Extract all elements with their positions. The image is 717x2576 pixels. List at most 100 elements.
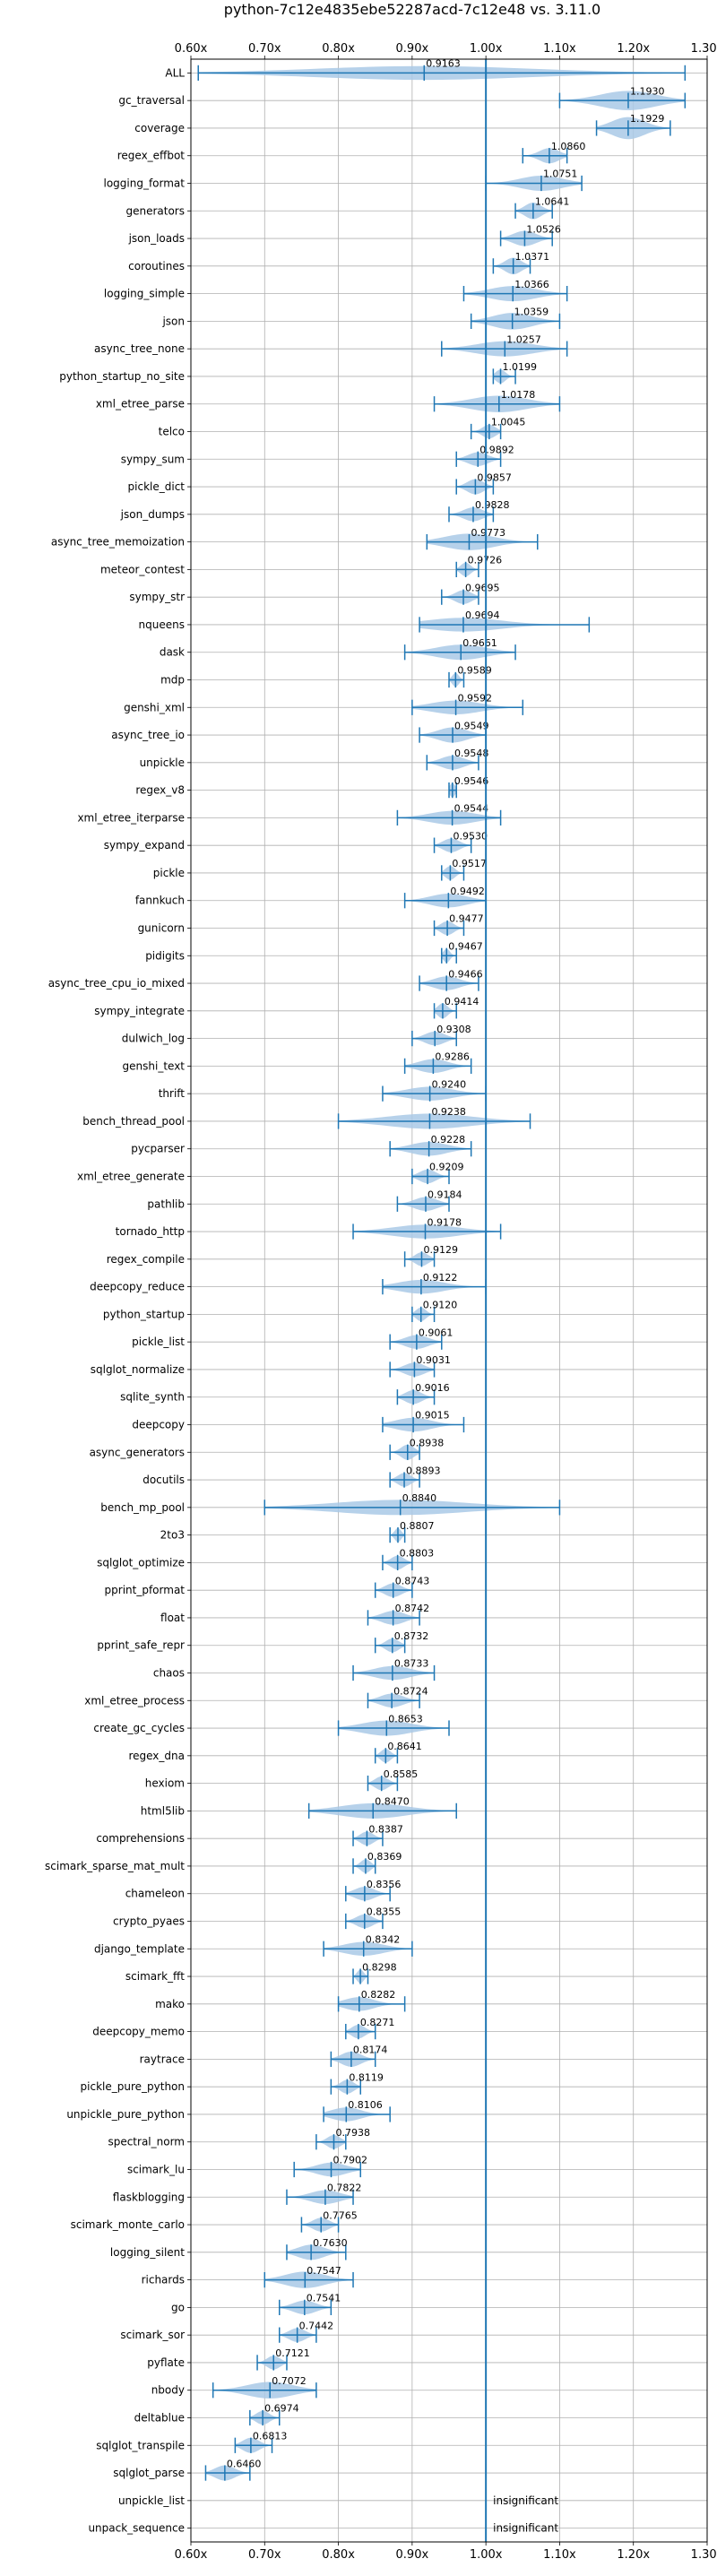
median-label: 1.0641 [535, 196, 570, 208]
y-tick-label: pyflate [147, 2356, 185, 2369]
y-tick-label: create_gc_cycles [93, 1722, 185, 1734]
y-tick-label: scimark_lu [127, 2164, 185, 2176]
median-label: 0.9467 [448, 941, 482, 953]
median-label: 1.0366 [514, 279, 549, 290]
median-label: 0.9238 [431, 1106, 466, 1118]
x-tick-label-top: 0.70x [248, 42, 281, 56]
median-label: 0.8732 [394, 1630, 429, 1642]
insignificant-label: insignificant [493, 2522, 558, 2535]
median-label: 0.7765 [323, 2209, 358, 2221]
median-label: 0.8840 [402, 1492, 437, 1504]
y-tick-label: async_tree_memoization [51, 536, 185, 549]
y-tick-label: chaos [153, 1667, 185, 1680]
median-label: 1.0371 [515, 251, 550, 263]
y-tick-label: richards [142, 2274, 185, 2286]
median-label: 0.7822 [327, 2183, 362, 2194]
y-tick-label: xml_etree_generate [77, 1171, 185, 1183]
median-label: 0.9548 [454, 748, 489, 759]
y-tick-label: async_tree_io [111, 729, 185, 741]
median-label: 0.9184 [428, 1189, 462, 1201]
median-label: 0.8355 [367, 1906, 402, 1918]
y-tick-label: tornado_http [116, 1225, 185, 1238]
median-label: 0.8271 [360, 2017, 395, 2028]
median-label: 0.8653 [388, 1713, 423, 1725]
median-label: 0.8174 [353, 2044, 388, 2056]
y-tick-label: logging_format [103, 177, 185, 190]
median-label: 0.8298 [362, 1961, 397, 1973]
y-tick-label: coverage [134, 122, 185, 134]
y-tick-label: logging_silent [110, 2246, 185, 2259]
median-label: 0.8743 [395, 1575, 430, 1586]
median-label: 0.9122 [423, 1272, 458, 1284]
y-tick-label: sqlglot_transpile [96, 2439, 185, 2451]
y-tick-label: unpickle_list [118, 2494, 185, 2507]
y-tick-label: python_startup [103, 1308, 185, 1320]
median-label: 0.9544 [454, 803, 489, 815]
median-label: 0.9592 [458, 693, 493, 705]
median-label: 0.8356 [367, 1879, 402, 1890]
median-label: 0.7072 [272, 2375, 307, 2387]
violin-layer [197, 65, 687, 2481]
y-tick-label: django_template [94, 1942, 185, 1955]
median-label: 0.6974 [264, 2403, 299, 2415]
axis-layer: ALL gc_traversal coverage regex_effbotloggi… [45, 42, 717, 2562]
median-label: 0.8342 [366, 1934, 401, 1946]
median-label: 0.6460 [227, 2458, 262, 2469]
y-tick-label: genshi_xml [124, 701, 185, 713]
y-tick-label: go [171, 2301, 185, 2313]
x-tick-label-top: 1.20x [617, 42, 650, 56]
x-tick-label-top: 1.10x [543, 42, 576, 56]
median-label: 0.9228 [431, 1134, 466, 1145]
y-tick-label: 2to3 [160, 1529, 185, 1542]
median-label: 0.8803 [400, 1548, 435, 1560]
y-tick-label: xml_etree_parse [96, 398, 185, 411]
plot-frame [190, 58, 708, 2543]
y-tick-label: bench_thread_pool [82, 1115, 185, 1128]
x-tick-label-bottom: 0.90x [396, 2548, 429, 2562]
median-label: 1.0751 [543, 169, 578, 180]
y-tick-label: hexiom [145, 1777, 185, 1790]
median-label: 0.9016 [415, 1382, 450, 1394]
median-label: 0.8106 [348, 2099, 383, 2111]
y-tick-label: pickle_dict [128, 480, 186, 493]
y-tick-label: comprehensions [96, 1832, 185, 1845]
y-tick-label: unpickle [140, 756, 185, 769]
median-label: 0.8742 [395, 1603, 430, 1614]
median-label: 0.6813 [253, 2431, 288, 2442]
y-tick-label: spectral_norm [108, 2136, 185, 2148]
x-tick-label-bottom: 1.20x [617, 2548, 650, 2562]
median-label: 0.7938 [335, 2127, 370, 2139]
y-tick-label: generators [125, 204, 185, 217]
median-label: 0.7547 [307, 2265, 341, 2277]
y-tick-label: thrift [159, 1087, 186, 1100]
y-tick-label: scimark_sor [120, 2329, 185, 2341]
y-tick-label: async_tree_cpu_io_mixed [48, 977, 185, 990]
y-tick-label: float [160, 1612, 185, 1624]
median-label: 0.9120 [423, 1300, 458, 1311]
y-tick-label: pickle_list [132, 1336, 185, 1348]
median-label: 1.0178 [501, 389, 536, 401]
x-tick-label-top: 1.30x [691, 42, 717, 56]
median-label: 0.7442 [299, 2320, 334, 2331]
y-tick-label: sympy_sum [121, 453, 185, 465]
median-label: 0.9773 [471, 527, 505, 539]
x-tick-label-top: 1.00x [470, 42, 503, 56]
median-label: 0.9549 [454, 720, 488, 731]
median-label: 0.9240 [432, 1078, 467, 1090]
x-tick-label-top: 0.90x [396, 42, 429, 56]
median-label: 0.8369 [367, 1851, 402, 1863]
y-tick-label: ALL [165, 66, 185, 79]
y-tick-label: pprint_safe_repr [97, 1639, 185, 1652]
median-label: 0.8387 [368, 1823, 403, 1835]
y-tick-label: sqlite_synth [120, 1391, 185, 1404]
median-label: 0.8641 [387, 1741, 422, 1752]
median-label: 0.9661 [462, 637, 497, 649]
median-label: 1.0045 [491, 417, 526, 428]
x-tick-label-top: 0.80x [322, 42, 355, 56]
y-tick-label: unpickle_pure_python [66, 2108, 185, 2121]
median-label: 0.7630 [313, 2237, 348, 2249]
y-tick-label: regex_v8 [135, 784, 185, 797]
median-label: 0.9031 [416, 1354, 451, 1366]
